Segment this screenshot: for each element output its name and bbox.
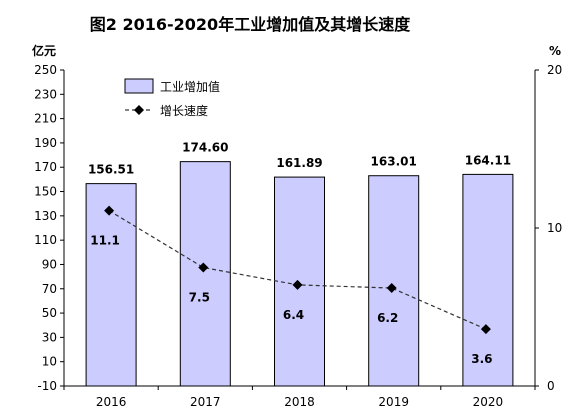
right-tick-label: 20 <box>547 63 562 77</box>
legend-bar-label: 工业增加值 <box>160 79 220 94</box>
bar-data-label: 156.51 <box>88 163 134 177</box>
bar <box>462 173 514 387</box>
bar-data-label: 174.60 <box>182 141 228 155</box>
bar-series: 156.51 174.60 161.89 163.01 164.11 <box>85 141 514 387</box>
line-point-diamond <box>198 262 209 273</box>
bar <box>85 183 137 387</box>
line-data-label: 3.6 <box>471 352 492 366</box>
left-tick-label: 130 <box>34 209 57 223</box>
chart-title: 图2 2016-2020年工业增加值及其增长速度 <box>90 15 411 34</box>
bar-data-label: 161.89 <box>276 156 322 170</box>
x-tick-label: 2018 <box>284 395 315 409</box>
left-tick-label: 170 <box>34 160 57 174</box>
left-tick-label: 10 <box>42 355 57 369</box>
left-tick-label: 70 <box>42 282 57 296</box>
right-tick-label: 10 <box>547 221 562 235</box>
left-tick-label: 250 <box>34 63 57 77</box>
line-point-diamond <box>386 283 397 294</box>
bar-data-label: 164.11 <box>465 153 511 167</box>
left-tick-label: 150 <box>34 185 57 199</box>
legend-bar-swatch <box>124 78 154 94</box>
x-tick-label: 2017 <box>190 395 221 409</box>
line-point-diamond <box>104 205 115 216</box>
bar <box>368 175 420 387</box>
x-tick-label: 2019 <box>378 395 409 409</box>
left-tick-label: 210 <box>34 112 57 126</box>
left-tick-label: 190 <box>34 136 57 150</box>
line-data-label: 11.1 <box>90 234 120 248</box>
left-tick-label: 30 <box>42 330 57 344</box>
left-tick-label: 110 <box>34 233 57 247</box>
left-tick-label: 50 <box>42 306 57 320</box>
line-data-label: 7.5 <box>189 291 210 305</box>
line-data-label: 6.2 <box>377 311 398 325</box>
legend-line-label: 增长速度 <box>160 103 208 118</box>
bar <box>179 161 231 387</box>
left-tick-label: 230 <box>34 87 57 101</box>
bar <box>274 176 325 387</box>
axes: -10 10 30 50 70 90 110 130 150 170 190 210 230 250 0 10… <box>34 63 562 409</box>
right-axis-unit: % <box>549 44 561 58</box>
legend: 工业增加值 增长速度 <box>124 78 220 118</box>
line-point-diamond <box>292 279 303 290</box>
line-series: 11.1 7.5 6.4 6.2 3.6 <box>90 205 493 366</box>
legend-diamond-marker <box>134 105 144 115</box>
line-point-diamond <box>480 324 491 335</box>
right-tick-label: 0 <box>547 379 555 393</box>
x-tick-label: 2016 <box>96 395 127 409</box>
left-axis-unit: 亿元 <box>32 43 56 58</box>
x-tick-label: 2020 <box>473 395 504 409</box>
line-data-label: 6.4 <box>283 308 304 322</box>
bar-data-label: 163.01 <box>371 155 417 169</box>
left-tick-label: 90 <box>42 257 57 271</box>
left-tick-label: -10 <box>37 379 57 393</box>
